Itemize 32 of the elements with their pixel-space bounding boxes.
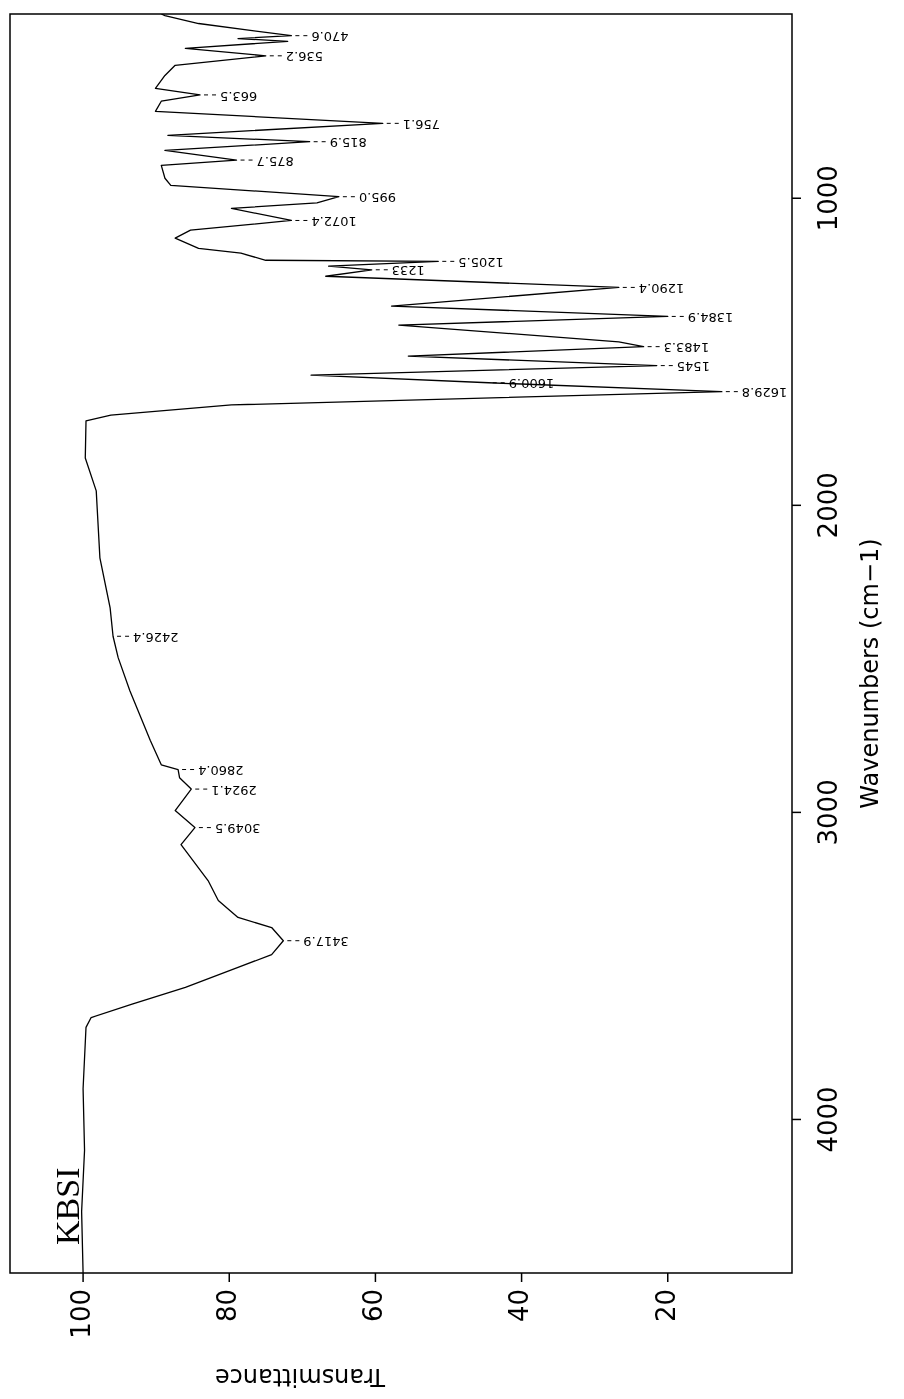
- annotation: 470.6: [311, 29, 349, 45]
- y-tick-label: 3000: [812, 779, 843, 846]
- annotation: 1290.4: [638, 281, 685, 297]
- x-tick-label: 80: [212, 1289, 242, 1323]
- annotation: 995.0: [358, 190, 397, 206]
- annotation: 1629.8: [741, 385, 788, 401]
- annotation: 2426.4: [133, 629, 179, 645]
- x-tick-label: 40: [504, 1289, 535, 1323]
- annotation: 1205.5: [458, 254, 504, 270]
- y-axis-title: Wavenumbers (cm−1): [856, 538, 885, 809]
- annotation: 1233: [391, 263, 425, 279]
- annotation: 3049.5: [214, 821, 261, 837]
- annotation: 536.2: [285, 49, 324, 65]
- x-tick-label: 100: [65, 1289, 96, 1339]
- annotation: 815.9: [329, 135, 367, 151]
- x-tick-label: 60: [358, 1289, 389, 1323]
- annotation: 1483.3: [663, 340, 710, 356]
- x-axis-title: Transmittance: [214, 1362, 387, 1391]
- annotation: KBSI: [48, 1167, 86, 1245]
- annotation: 1545: [676, 359, 710, 375]
- annotation: 1072.4: [311, 214, 357, 230]
- annotation: 756.1: [402, 116, 440, 132]
- y-tick-label: 1000: [812, 165, 843, 232]
- annotation: 875.7: [256, 153, 294, 169]
- annotation: 1384.9: [687, 310, 734, 326]
- annotation: 663.5: [220, 88, 258, 104]
- y-tick-label: 4000: [812, 1086, 843, 1153]
- annotation: 3417.9: [303, 934, 349, 950]
- annotation: 2860.4: [198, 763, 244, 779]
- x-tick-label: 20: [650, 1289, 681, 1323]
- y-tick-label: 2000: [812, 472, 843, 539]
- annotation: 2924.1: [211, 782, 257, 798]
